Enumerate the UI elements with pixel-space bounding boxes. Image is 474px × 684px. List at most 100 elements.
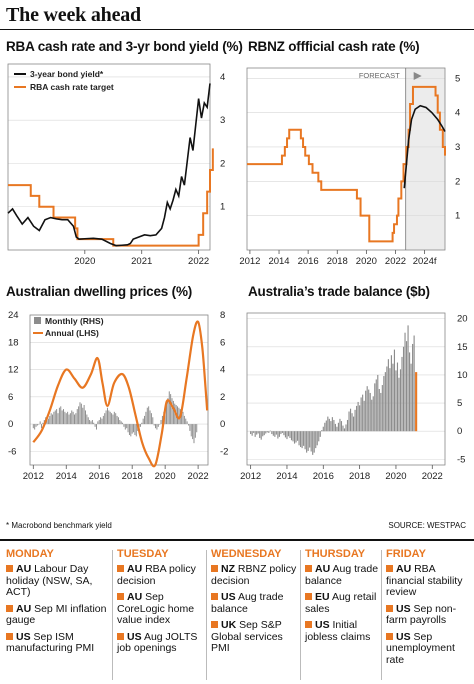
bar-monthly <box>74 414 75 425</box>
y-tick-label: 4 <box>220 72 225 83</box>
day-column-thursday: THURSDAY AU Aug trade balance EU Aug retai… <box>305 548 381 682</box>
bar-monthly <box>93 422 95 425</box>
x-tick-label: 2012 <box>23 471 44 482</box>
column-divider <box>206 550 207 680</box>
bar-monthly <box>123 424 125 427</box>
y-tick-label: 5 <box>457 398 462 409</box>
event-text: Initial jobless claims <box>305 619 371 643</box>
bar-monthly <box>116 415 118 425</box>
bar-monthly <box>371 399 373 432</box>
bar-monthly <box>190 424 192 437</box>
legend-label-monthly: Monthly (RHS) <box>45 316 104 326</box>
bar-monthly <box>160 420 162 425</box>
x-tick-label: 2016 <box>313 471 334 482</box>
y-tick-label-right: 4 <box>220 365 225 376</box>
bar-monthly <box>106 407 108 425</box>
bar-monthly <box>72 411 74 425</box>
series-line-annual <box>32 320 209 468</box>
x-tick-label: 2012 <box>240 471 261 482</box>
bar-monthly <box>284 431 287 438</box>
series-line-cash-rate <box>8 148 214 247</box>
bar-monthly <box>178 407 180 425</box>
event-text: Aug retail sales <box>305 591 377 615</box>
bullet-square-icon <box>386 604 393 612</box>
event-item: US Sep non-farm payrolls <box>386 602 470 627</box>
bar-monthly <box>357 401 359 432</box>
country-code: AU <box>16 563 32 575</box>
bar-monthly <box>97 421 99 425</box>
chart-rbnz: 1 2 3 4 5 FORECAST 2012 2014 2016 2018 2020 2022 202… <box>239 67 460 267</box>
bar-monthly <box>259 431 261 438</box>
event-item: US Sep unemployment rate <box>386 631 470 667</box>
y-tick-label-right: 2 <box>220 392 225 403</box>
bar-monthly <box>83 405 85 425</box>
bar-monthly <box>122 422 124 425</box>
y-tick-label-right: 6 <box>220 337 225 348</box>
x-tick-label: 2014 <box>56 471 77 482</box>
bar-monthly <box>185 418 187 425</box>
bar-monthly <box>75 413 77 425</box>
bar-monthly <box>95 424 97 430</box>
bar-monthly <box>328 418 330 432</box>
bar-monthly <box>126 424 128 429</box>
bar-monthly <box>85 410 86 425</box>
bar-monthly <box>192 424 194 440</box>
day-column-wednesday: WEDNESDAY NZ RBNZ policy decision US Aug t… <box>211 548 299 682</box>
bar-monthly <box>280 431 282 435</box>
week-top-rule <box>0 539 474 541</box>
bar-monthly <box>339 418 341 432</box>
bar-monthly <box>342 425 344 432</box>
bar-monthly <box>298 431 300 446</box>
bar-monthly <box>98 420 100 425</box>
series-line-bond-yield <box>7 83 211 247</box>
bar-monthly <box>34 424 36 430</box>
x-tick-label: 2018 <box>349 471 370 482</box>
bar-monthly <box>369 392 371 432</box>
country-code: US <box>16 630 31 643</box>
bar-monthly <box>334 423 336 432</box>
bar-monthly <box>363 400 365 432</box>
bar-monthly <box>337 422 339 432</box>
bar-monthly <box>117 417 119 425</box>
bar-monthly <box>275 431 277 435</box>
bar-monthly <box>407 325 409 432</box>
bar-monthly <box>105 410 107 425</box>
y-tick-label: 15 <box>457 342 468 353</box>
y-tick-label: 5 <box>455 73 460 84</box>
y-tick-label-right: -2 <box>220 446 228 457</box>
y-tick-label-left: -6 <box>8 446 16 457</box>
bar-monthly <box>271 431 273 435</box>
legend-label-annual: Annual (LHS) <box>45 328 99 338</box>
event-text: Sep non-farm payrolls <box>386 602 457 626</box>
bullet-square-icon <box>386 565 393 572</box>
bar-monthly <box>60 406 62 425</box>
country-code: US <box>315 619 330 631</box>
bar-monthly <box>144 415 146 425</box>
bar-monthly <box>89 420 91 425</box>
bar-monthly <box>54 410 56 425</box>
bar-monthly <box>269 430 271 432</box>
y-tick-label: 10 <box>457 370 468 381</box>
event-text: Aug JOLTS job openings <box>117 630 198 654</box>
bar-monthly <box>94 424 96 427</box>
bar-monthly <box>330 421 332 432</box>
bar-monthly <box>109 411 111 425</box>
bar-monthly <box>112 414 114 425</box>
bar-monthly <box>409 352 411 432</box>
x-tick-label: 2016 <box>298 256 319 267</box>
bar-monthly <box>142 418 144 425</box>
country-code: US <box>127 630 142 643</box>
bar-monthly <box>389 368 391 432</box>
bar-monthly <box>139 424 141 427</box>
country-code: NZ <box>221 563 235 575</box>
bar-monthly <box>113 411 115 425</box>
bar-monthly <box>387 359 389 432</box>
bar-monthly <box>69 413 71 425</box>
bar-monthly <box>257 431 259 434</box>
bullet-square-icon <box>211 621 218 628</box>
bar-monthly <box>287 431 290 437</box>
event-text: Aug trade balance <box>211 591 284 615</box>
bullet-square-icon <box>305 621 312 628</box>
bar-monthly <box>253 431 255 433</box>
day-heading: TUESDAY <box>117 548 169 560</box>
